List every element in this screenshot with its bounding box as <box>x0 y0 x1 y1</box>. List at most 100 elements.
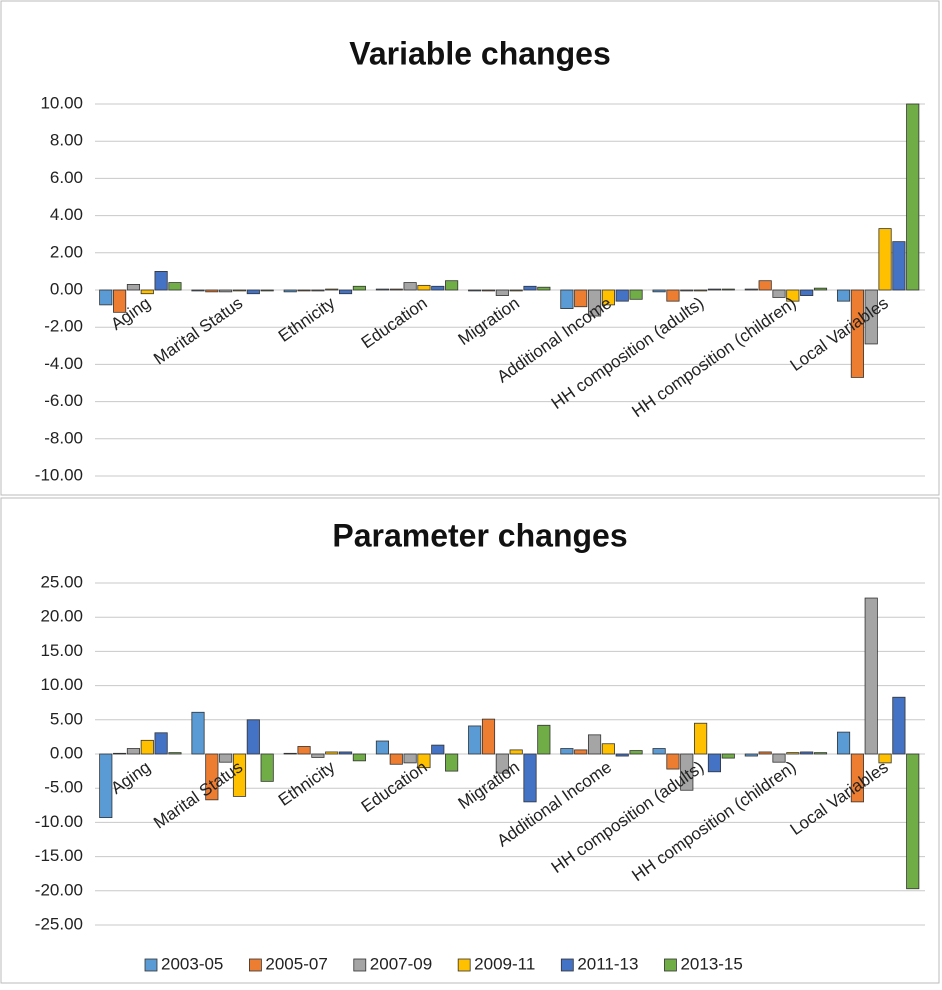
y-tick-label: 10.00 <box>40 93 83 112</box>
bar <box>629 750 643 755</box>
y-tick-label: -15.00 <box>35 846 83 865</box>
legend-swatch <box>457 958 471 972</box>
legend-swatch <box>144 958 158 972</box>
y-tick-label: -25.00 <box>35 914 83 933</box>
bar <box>878 228 892 291</box>
bar <box>431 744 445 755</box>
bar <box>283 289 297 293</box>
y-tick-label: -20.00 <box>35 880 83 899</box>
bar <box>836 289 851 302</box>
y-tick-label: 5.00 <box>50 709 83 728</box>
legend-label: 2013-15 <box>680 954 742 973</box>
bar <box>666 753 680 770</box>
bar <box>417 753 431 769</box>
bar <box>744 753 758 757</box>
bar <box>325 288 339 291</box>
y-tick-label: 8.00 <box>50 131 83 150</box>
bar <box>431 285 445 291</box>
bar <box>445 753 459 772</box>
bar <box>389 753 403 765</box>
bar <box>375 740 390 755</box>
chart-title: Parameter changes <box>332 517 627 553</box>
y-tick-label: 10.00 <box>40 675 83 694</box>
bar <box>338 289 353 295</box>
bar <box>219 753 233 763</box>
bar <box>445 280 459 291</box>
legend-swatch <box>560 958 574 972</box>
bar <box>325 751 339 755</box>
bar <box>680 753 694 791</box>
y-tick-label: 20.00 <box>40 607 83 626</box>
y-tick-label: -2.00 <box>44 317 83 336</box>
bar <box>721 753 735 759</box>
bar <box>338 751 353 755</box>
bar <box>892 696 906 755</box>
bar <box>666 289 680 302</box>
bar <box>786 289 800 302</box>
bar <box>140 289 154 295</box>
bar <box>906 753 920 890</box>
bar <box>694 722 708 755</box>
bar <box>99 289 113 306</box>
bar <box>311 753 325 758</box>
bar <box>574 289 588 308</box>
bar <box>744 288 758 291</box>
bar <box>481 289 496 292</box>
bar <box>191 711 205 755</box>
bar <box>652 289 666 293</box>
bar <box>260 753 274 782</box>
bar <box>587 289 602 317</box>
legend-label: 2009-11 <box>474 954 535 973</box>
bar <box>615 289 629 302</box>
bar <box>297 746 311 755</box>
bar <box>560 289 574 310</box>
y-tick-label: -4.00 <box>44 354 83 373</box>
bar <box>219 289 233 293</box>
y-tick-label: 0.00 <box>50 279 83 298</box>
bar <box>878 753 892 764</box>
bar <box>601 743 615 755</box>
bar <box>836 731 851 755</box>
bar <box>154 270 168 291</box>
y-tick-label: 25.00 <box>40 572 83 591</box>
bar <box>707 753 722 773</box>
y-tick-label: -10.00 <box>35 812 83 831</box>
bar <box>154 732 168 755</box>
bar <box>615 753 629 757</box>
bar <box>601 289 615 306</box>
bar <box>126 284 141 291</box>
y-tick-label: -6.00 <box>44 391 83 410</box>
bar <box>574 749 588 755</box>
y-tick-label: -10.00 <box>35 465 83 484</box>
y-tick-label: 15.00 <box>40 641 83 660</box>
bar <box>864 597 878 755</box>
bar <box>509 749 523 755</box>
legend-swatch <box>248 958 262 972</box>
bar <box>680 289 694 292</box>
bar <box>283 752 297 755</box>
bar <box>232 753 247 797</box>
bar <box>232 289 247 292</box>
bar <box>481 718 496 755</box>
legend-label: 2003-05 <box>161 954 223 973</box>
bar <box>694 289 708 292</box>
y-tick-label: -5.00 <box>44 778 83 797</box>
bar <box>707 288 722 291</box>
bar <box>523 285 537 291</box>
bar <box>850 753 864 803</box>
bar <box>772 753 786 763</box>
bar <box>246 289 260 295</box>
legend-label: 2007-09 <box>370 954 432 973</box>
bar <box>813 287 828 291</box>
y-tick-label: 2.00 <box>50 242 83 261</box>
legend-label: 2011-13 <box>577 954 638 973</box>
bar <box>126 748 141 755</box>
bar <box>311 289 325 292</box>
bar <box>509 289 523 292</box>
bar <box>537 724 551 755</box>
bar <box>629 289 643 300</box>
bar <box>560 748 574 755</box>
bar <box>495 289 509 296</box>
